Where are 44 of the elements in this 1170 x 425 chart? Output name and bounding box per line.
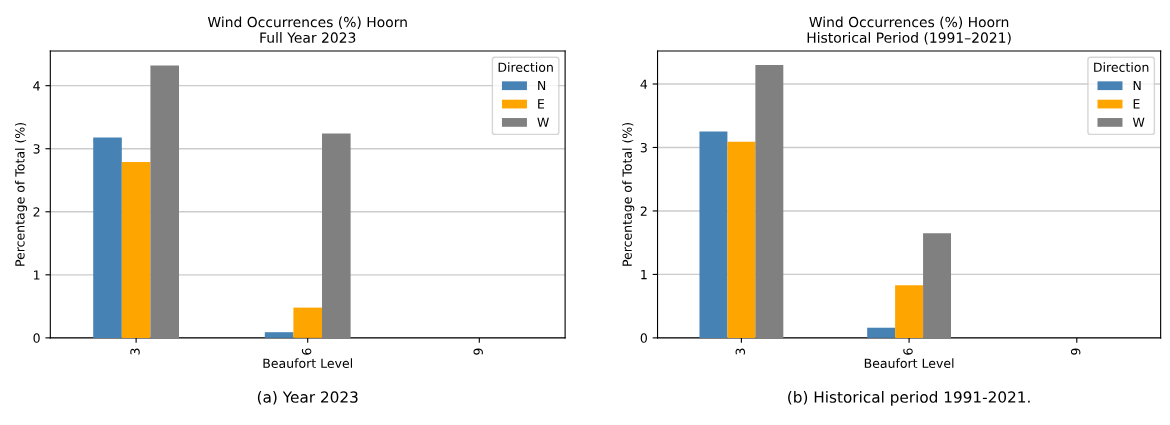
legend-label: W (1132, 117, 1145, 127)
bar (923, 233, 952, 338)
bar (895, 285, 924, 338)
y-tick-label: 2 (33, 207, 40, 217)
bar (727, 141, 756, 338)
text: (a) Year 2023 (257, 391, 358, 405)
x-tick-label: 6 (301, 348, 312, 355)
y-tick-label: 4 (640, 79, 648, 89)
bar (150, 65, 180, 338)
bar (755, 64, 784, 338)
legend-label: W (537, 117, 549, 127)
x-tick-label: 9 (473, 348, 483, 355)
bar (121, 161, 151, 338)
y-axis-title: Percentage of Total (%) (622, 122, 635, 266)
legend-title: Direction (498, 62, 553, 72)
legend-label: N (538, 80, 546, 91)
y-tick-label: 4 (33, 81, 40, 91)
chart-title: Wind Occurrences (%) Hoorn Full Year 2023 (207, 16, 407, 43)
text: (b) Historical period 1991-2021. (788, 391, 1030, 406)
legend-label: E (1133, 99, 1140, 109)
x-tick-label: 6 (903, 348, 913, 355)
bar (264, 332, 294, 338)
legend-title: Direction (1094, 62, 1149, 72)
y-tick-label: 0 (33, 333, 40, 343)
legend-label: E (538, 99, 545, 109)
chart-title: Wind Occurrences (%) Hoorn Historical Period (1991–2021) (807, 16, 1011, 45)
bar (293, 307, 323, 338)
bar (867, 327, 896, 338)
legend-label: N (1133, 80, 1141, 91)
y-tick-label: 0 (640, 333, 647, 343)
x-tick-label: 9 (1070, 348, 1081, 355)
bar (93, 137, 122, 338)
x-tick-label: 3 (130, 348, 140, 355)
x-tick-label: 3 (735, 348, 746, 355)
bar (322, 133, 351, 338)
y-tick-label: 3 (33, 144, 40, 154)
y-tick-label: 1 (34, 270, 40, 280)
bar (699, 131, 728, 338)
y-tick-label: 3 (640, 142, 647, 153)
y-tick-label: 1 (641, 270, 647, 280)
x-axis-title: Beaufort Level (263, 358, 352, 368)
x-axis-title: Beaufort Level (864, 358, 954, 368)
y-axis-title: Percentage of Total (%) (14, 122, 28, 266)
y-tick-label: 2 (640, 206, 647, 216)
